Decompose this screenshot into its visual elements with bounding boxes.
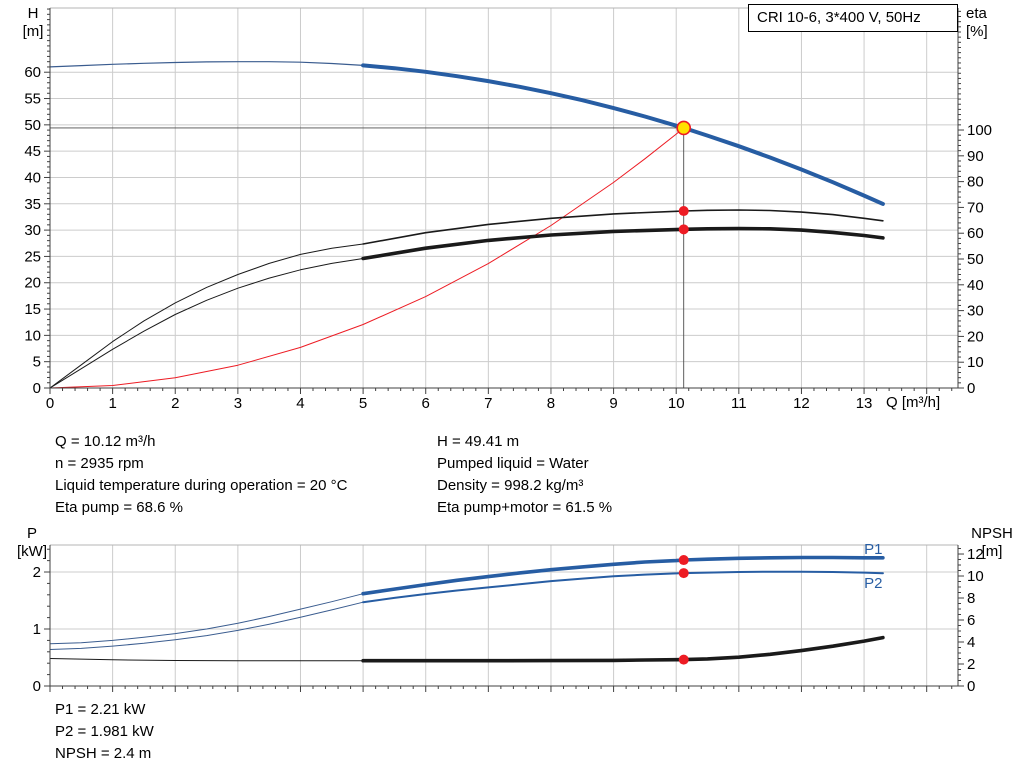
y-right-tick-label: 8 xyxy=(967,590,975,607)
y-left-tick-label: 25 xyxy=(24,248,41,265)
p1-extension xyxy=(49,593,364,645)
eta-axis-name: eta xyxy=(966,5,987,22)
y-left-tick-label: 0 xyxy=(33,678,41,695)
y-left-tick-label: 2 xyxy=(33,564,41,581)
y-right-tick-label: 20 xyxy=(967,328,984,345)
x-tick-label: 10 xyxy=(668,395,685,412)
p2-dot xyxy=(678,568,689,579)
y-left-tick-label: 35 xyxy=(24,196,41,213)
y-left-tick-label: 55 xyxy=(24,91,41,108)
info-line-liquid: Pumped liquid = Water xyxy=(437,455,589,472)
x-tick-label: 6 xyxy=(422,395,430,412)
results-block: P1 = 2.21 kW P2 = 1.981 kW NPSH = 2.4 m xyxy=(55,699,154,765)
y-right-tick-label: 10 xyxy=(967,568,984,585)
y-left-tick-label: 50 xyxy=(24,117,41,134)
x-tick-label: 5 xyxy=(359,395,367,412)
npsh-axis-title: NPSH [m] xyxy=(964,525,1020,561)
y-left-tick-label: 5 xyxy=(33,354,41,371)
duty-info-right: H = 49.41 m Pumped liquid = Water Densit… xyxy=(437,431,612,519)
y-right-tick-label: 0 xyxy=(967,380,975,397)
npsh-dot xyxy=(678,654,689,665)
y-right-tick-label: 4 xyxy=(967,634,975,651)
info-line-head: H = 49.41 m xyxy=(437,433,520,450)
series-label-p2: P2 xyxy=(864,575,882,592)
npsh-axis-name: NPSH xyxy=(971,525,1013,542)
y-left-tick-label: 30 xyxy=(24,222,41,239)
h-axis-name: H xyxy=(27,5,39,22)
p2-curve xyxy=(362,570,884,604)
eta-total-curve xyxy=(361,226,885,261)
info-line-density: Density = 998.2 kg/m³ xyxy=(437,477,584,494)
p-axis-title: P [kW] xyxy=(8,525,56,561)
eta-total-extension xyxy=(49,258,364,389)
duty-point[interactable] xyxy=(676,120,692,136)
x-tick-label: 12 xyxy=(793,395,810,412)
x-tick-label: 2 xyxy=(171,395,179,412)
y-left-tick-label: 40 xyxy=(24,169,41,186)
y-right-tick-label: 12 xyxy=(967,546,984,563)
y-right-tick-label: 40 xyxy=(967,277,984,294)
npsh-axis-unit: [m] xyxy=(981,543,1003,560)
npsh-curve xyxy=(361,635,885,663)
p-axis-name: P xyxy=(26,525,37,542)
x-tick-label: 0 xyxy=(46,395,54,412)
eta-pump-extension xyxy=(49,243,364,389)
info-line-eta-pump: Eta pump = 68.6 % xyxy=(55,499,183,516)
y-left-tick-label: 10 xyxy=(24,327,41,344)
x-tick-label: 3 xyxy=(234,395,242,412)
info-line-q: Q = 10.12 m³/h xyxy=(55,433,156,450)
y-left-tick-label: 20 xyxy=(24,275,41,292)
y-right-tick-label: 10 xyxy=(967,354,984,371)
eta-total-dot xyxy=(678,224,689,235)
eta-axis-unit: [%] xyxy=(966,23,988,40)
eta-axis-title: eta [%] xyxy=(966,5,1010,41)
system-curve xyxy=(49,127,685,389)
y-left-tick-label: 1 xyxy=(33,621,41,638)
info-line-speed: n = 2935 rpm xyxy=(55,455,144,472)
y-right-tick-label: 50 xyxy=(967,251,984,268)
y-right-tick-label: 100 xyxy=(967,122,992,139)
x-tick-label: 9 xyxy=(609,395,617,412)
x-tick-label: 8 xyxy=(547,395,555,412)
x-tick-label: 4 xyxy=(296,395,304,412)
y-right-tick-label: 0 xyxy=(967,678,975,695)
x-tick-label: 13 xyxy=(856,395,873,412)
result-line-p2: P2 = 1.981 kW xyxy=(55,723,154,740)
y-right-tick-label: 60 xyxy=(967,225,984,242)
eta-pump-curve xyxy=(362,209,884,245)
y-right-tick-label: 80 xyxy=(967,174,984,191)
info-line-temperature: Liquid temperature during operation = 20… xyxy=(55,477,348,494)
q-axis-label: Q [m³/h] xyxy=(886,394,941,411)
y-right-tick-label: 6 xyxy=(967,612,975,629)
p1-curve xyxy=(361,555,885,596)
h-axis-unit: [m] xyxy=(22,23,44,40)
x-tick-label: 1 xyxy=(108,395,116,412)
pump-model-title-box: CRI 10-6, 3*400 V, 50Hz xyxy=(748,4,958,32)
npsh-extension xyxy=(49,658,364,662)
pump-curve xyxy=(361,63,885,206)
p-axis-unit: [kW] xyxy=(17,543,47,560)
y-right-tick-label: 90 xyxy=(967,148,984,165)
p2-extension xyxy=(49,601,364,650)
y-left-tick-label: 60 xyxy=(24,64,41,81)
series-label-p1: P1 xyxy=(864,541,882,558)
info-line-eta-total: Eta pump+motor = 61.5 % xyxy=(437,499,613,516)
eta-pump-dot xyxy=(678,206,689,217)
y-left-tick-label: 45 xyxy=(24,143,41,160)
result-line-p1: P1 = 2.21 kW xyxy=(55,701,146,718)
h-axis-title: H [m] xyxy=(12,5,54,41)
duty-info-left: Q = 10.12 m³/h n = 2935 rpm Liquid tempe… xyxy=(55,431,347,519)
y-left-tick-label: 0 xyxy=(33,380,41,397)
result-line-npsh: NPSH = 2.4 m xyxy=(55,745,152,762)
pump-curve-extension xyxy=(49,61,364,68)
y-right-tick-label: 30 xyxy=(967,303,984,320)
y-left-tick-label: 15 xyxy=(24,301,41,318)
x-tick-label: 11 xyxy=(731,395,747,412)
x-tick-label: 7 xyxy=(484,395,492,412)
p1-dot xyxy=(678,555,689,566)
y-right-tick-label: 2 xyxy=(967,656,975,673)
y-right-tick-label: 70 xyxy=(967,199,984,216)
